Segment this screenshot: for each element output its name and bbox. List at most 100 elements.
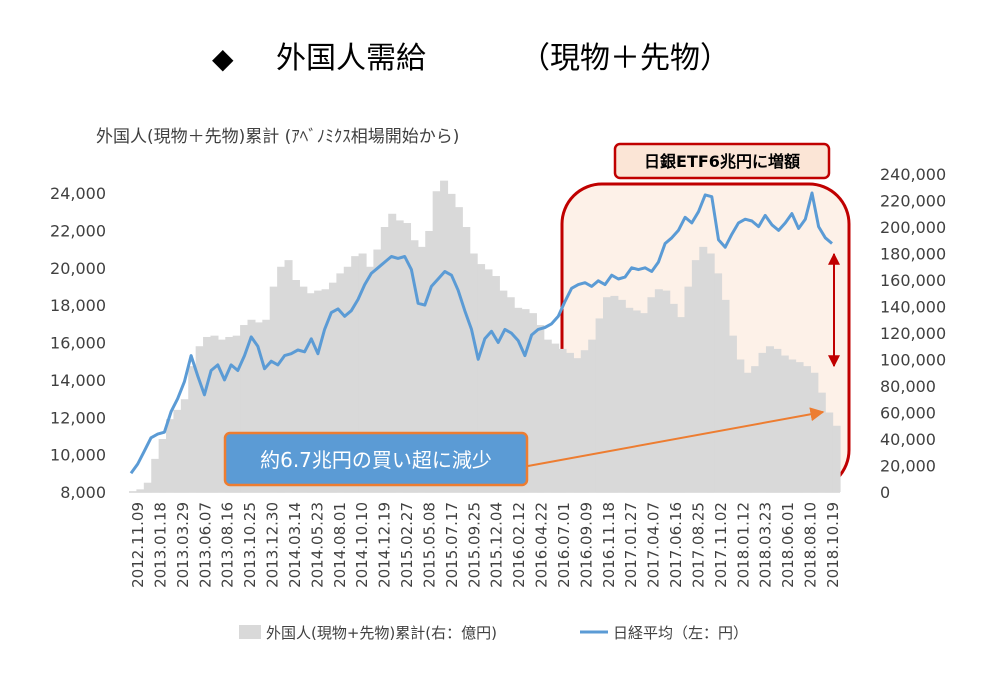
area-bar (166, 419, 175, 493)
x-tick-label: 2015.05.08 (420, 502, 438, 588)
area-bar (351, 256, 360, 492)
area-bar (802, 366, 811, 493)
left-tick-label: 22,000 (50, 221, 106, 240)
area-bar (247, 319, 256, 492)
area-bar (617, 299, 626, 493)
area-bar (284, 260, 293, 493)
area-bar (684, 286, 693, 493)
left-tick-label: 12,000 (50, 408, 106, 427)
area-bar (195, 346, 204, 492)
area-bar (180, 399, 189, 492)
title-bullet: ◆ (212, 42, 234, 75)
right-tick-label: 240,000 (880, 165, 946, 184)
area-bar (440, 180, 449, 493)
area-bar (603, 297, 612, 492)
x-tick-label: 2018.01.12 (734, 502, 752, 588)
x-tick-label: 2013.12.30 (264, 502, 282, 588)
area-bar (788, 359, 797, 492)
area-bar (484, 269, 493, 492)
right-tick-label: 140,000 (880, 298, 946, 317)
right-tick-label: 60,000 (880, 404, 936, 423)
page-title: 外国人需給 (276, 41, 426, 76)
right-tick-label: 80,000 (880, 377, 936, 396)
x-tick-label: 2016.07.01 (555, 502, 573, 588)
area-bar (736, 359, 745, 492)
x-tick-label: 2018.08.10 (802, 502, 820, 588)
x-tick-label: 2016.11.18 (600, 502, 618, 588)
x-tick-label: 2013.03.29 (174, 502, 192, 588)
legend-label-nikkei: 日経平均（左：円） (613, 624, 748, 642)
left-tick-label: 8,000 (60, 483, 106, 502)
area-bar (277, 266, 286, 492)
x-tick-label: 2017.04.07 (645, 502, 663, 588)
area-bar (662, 290, 671, 492)
area-bar (358, 253, 367, 492)
area-bar (817, 392, 826, 493)
area-bar (240, 325, 249, 492)
area-bar (343, 266, 352, 492)
area-bar (366, 266, 375, 492)
x-tick-label: 2017.11.02 (712, 502, 730, 588)
x-tick-label: 2014.12.19 (376, 502, 394, 588)
area-bar (632, 310, 641, 492)
area-bar (210, 335, 219, 492)
area-bar (173, 409, 182, 492)
area-bar (573, 358, 582, 492)
x-tick-label: 2013.01.18 (151, 502, 169, 588)
x-tick-label: 2015.02.27 (398, 502, 416, 588)
x-tick-label: 2014.08.01 (331, 502, 349, 588)
x-tick-label: 2013.06.07 (196, 502, 214, 588)
legend-label-foreign-cumulative: 外国人(現物+先物)累計(右：億円) (266, 624, 497, 642)
area-bar (499, 290, 508, 492)
area-bar (143, 482, 152, 492)
area-bar (743, 372, 752, 492)
right-tick-label: 160,000 (880, 271, 946, 290)
x-tick-label: 2014.05.23 (308, 502, 326, 588)
area-bar (699, 246, 708, 493)
area-bar (306, 293, 315, 492)
x-tick-label: 2017.08.25 (689, 502, 707, 588)
left-tick-label: 18,000 (50, 296, 106, 315)
area-layer (136, 180, 841, 493)
area-bar (610, 295, 619, 492)
area-bar (432, 191, 441, 493)
area-bar (225, 336, 234, 492)
area-bar (825, 412, 834, 492)
left-tick-label: 20,000 (50, 259, 106, 278)
area-bar (336, 273, 345, 493)
right-tick-label: 40,000 (880, 430, 936, 449)
area-bar (543, 339, 552, 493)
x-tick-label: 2012.11.09 (129, 502, 147, 588)
area-bar (565, 352, 574, 493)
x-tick-label: 2014.03.14 (286, 502, 304, 588)
legend-swatch-foreign-cumulative (239, 625, 261, 639)
area-bar (506, 297, 515, 492)
area-bar (669, 303, 678, 492)
area-bar (514, 307, 523, 492)
area-bar (291, 280, 300, 492)
left-tick-label: 16,000 (50, 334, 106, 353)
area-bar (580, 350, 589, 492)
area-bar (528, 313, 537, 493)
right-tick-label: 220,000 (880, 192, 946, 211)
line-layer (129, 191, 833, 475)
x-tick-label: 2016.02.12 (510, 502, 528, 588)
right-tick-label: 20,000 (880, 457, 936, 476)
area-bar (706, 253, 715, 492)
x-tick-label: 2016.09.09 (577, 502, 595, 588)
area-bar (588, 339, 597, 493)
area-bar (217, 339, 226, 493)
x-tick-label: 2013.08.16 (219, 502, 237, 588)
chart-title: 外国人(現物＋先物)累計 (ｱﾍﾞﾉﾐｸｽ相場開始から) (96, 127, 459, 147)
left-axis: 8,000 10,000 12,000 14,000 16,000 18,000 20,00… (50, 184, 106, 502)
area-bar (751, 366, 760, 493)
right-tick-label: 200,000 (880, 218, 946, 237)
area-bar (188, 366, 197, 493)
area-bar (521, 309, 530, 492)
right-axis: 0 20,000 40,000 60,000 80,000 100,000 120,000 1… (880, 165, 946, 502)
area-bar (536, 325, 545, 492)
area-bar (691, 260, 700, 493)
x-axis: 2012.11.09 2013.01.18 2013.03.29 2013.06.07… (129, 502, 842, 588)
right-tick-label: 180,000 (880, 245, 946, 264)
